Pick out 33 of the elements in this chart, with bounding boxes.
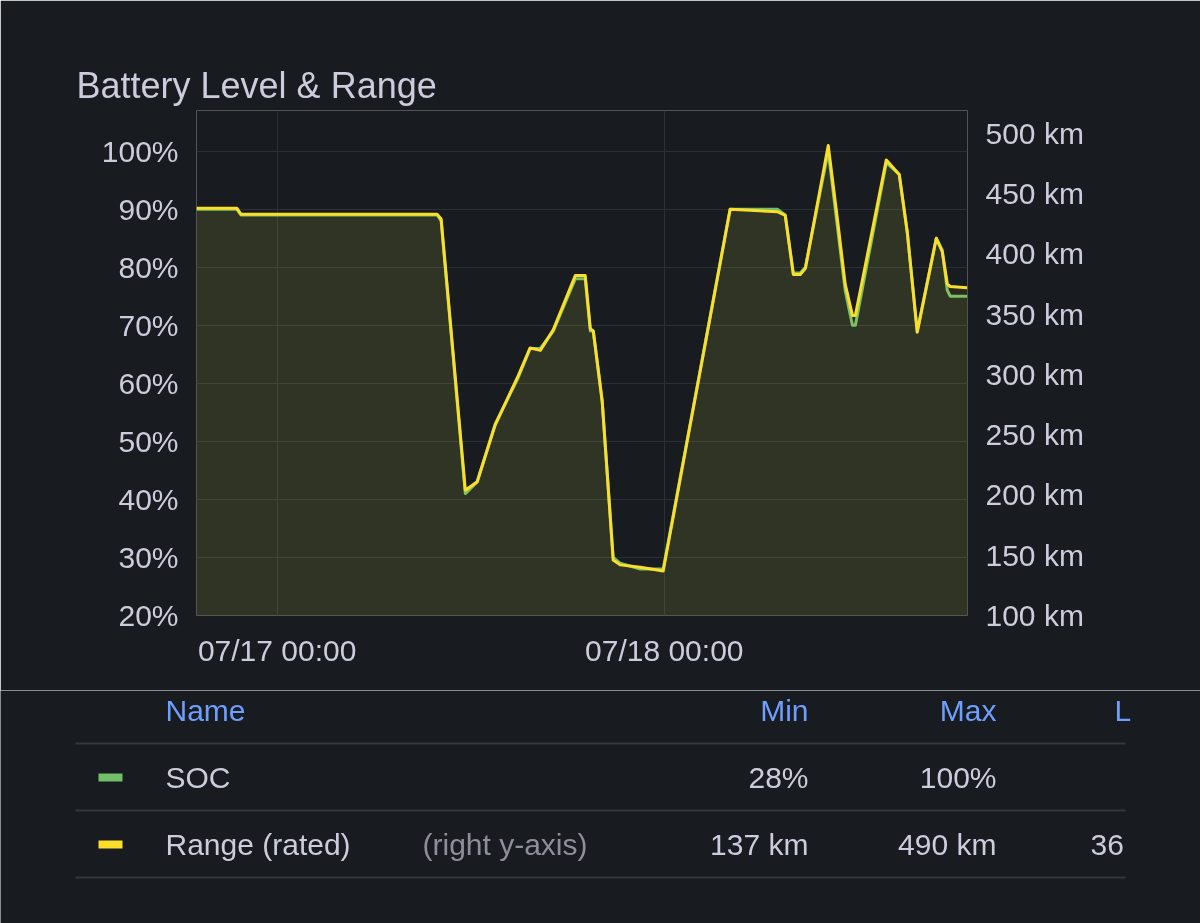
y2-tick-label: 350 km [985, 297, 1084, 331]
text: Max [939, 694, 997, 727]
text: 490 km [898, 828, 997, 861]
y-tick-label: 80% [118, 250, 179, 284]
y2-tick-label: 250 km [985, 418, 1084, 452]
y2-tick-label: 450 km [985, 177, 1084, 211]
chart-title: Battery Level & Range [76, 64, 437, 106]
y-tick-label: 50% [118, 424, 179, 458]
y-tick-label: 30% [118, 540, 179, 574]
text: Name [165, 694, 246, 727]
y-tick-label: 60% [118, 366, 179, 400]
text: Min [760, 694, 809, 727]
text: L [1114, 694, 1132, 727]
text: 28% [748, 761, 809, 794]
y-tick-label: 40% [118, 482, 179, 516]
y-tick-label: 20% [118, 599, 179, 632]
y2-tick-label: 500 km [985, 116, 1084, 150]
text: 100% [919, 761, 997, 794]
text: (right y-axis) [422, 828, 588, 861]
legend-label: Range (rated) [165, 828, 351, 861]
text: 36 [1090, 827, 1124, 861]
y2-tick-label: 150 km [985, 538, 1084, 572]
y-tick-label: 90% [118, 192, 179, 226]
legend-label: SOC [165, 761, 231, 794]
x-tick-label: 07/17 00:00 [197, 633, 357, 667]
y2-tick-label: 200 km [985, 478, 1084, 512]
y2-tick-label: 300 km [985, 357, 1084, 391]
y-tick-label: 100% [101, 134, 179, 168]
text: 137 km [710, 828, 809, 861]
y2-tick-label: 100 km [985, 599, 1084, 632]
y2-tick-label: 400 km [985, 237, 1084, 271]
y-tick-label: 70% [118, 308, 179, 342]
x-tick-label: 07/18 00:00 [585, 633, 744, 667]
